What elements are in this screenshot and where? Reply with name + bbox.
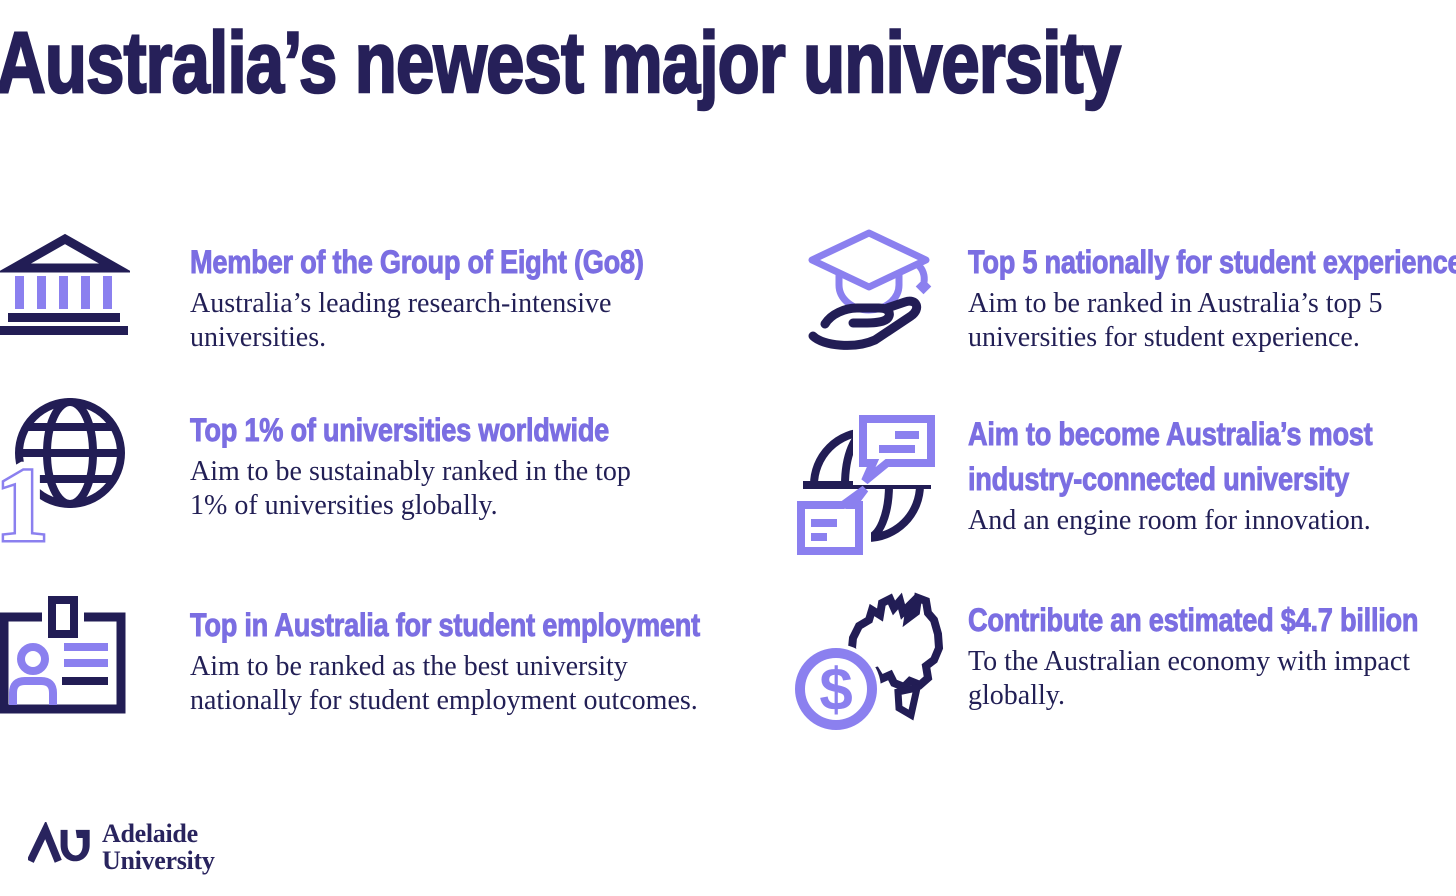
page-title: Australia’s newest major university: [0, 15, 1122, 112]
feature-industry-body: And an engine room for innovation.: [968, 505, 1371, 536]
svg-text:1: 1: [0, 446, 48, 545]
australia-map-dollar-icon: $: [791, 588, 945, 743]
svg-text:$: $: [819, 656, 852, 723]
feature-go8-heading: Member of the Group of Eight (Go8): [190, 244, 645, 281]
adelaide-university-logo-icon: [26, 820, 92, 873]
id-badge-icon: [0, 590, 128, 719]
adelaide-university-wordmark: Adelaide University: [102, 820, 215, 874]
feature-go8: Member of the Group of Eight (Go8) Austr…: [190, 240, 724, 355]
feature-employment-heading: Top in Australia for student employment: [190, 607, 701, 644]
feature-top1pc: Top 1% of universities worldwide Aim to …: [190, 408, 683, 523]
feature-economy-body: To the Australian economy with impact gl…: [968, 646, 1411, 711]
feature-experience-body: Aim to be ranked in Australia’s top 5 un…: [968, 288, 1383, 353]
globe-speech-bubbles-icon: [795, 405, 945, 565]
feature-experience-heading: Top 5 nationally for student experience: [968, 244, 1456, 281]
logo-line-1: Adelaide: [102, 819, 198, 848]
feature-top1pc-body: Aim to be sustainably ranked in the top …: [190, 456, 631, 521]
feature-economy-heading: Contribute an estimated $4.7 billion: [968, 602, 1419, 639]
feature-top1pc-heading: Top 1% of universities worldwide: [190, 412, 610, 449]
feature-industry-heading: Aim to become Australia’s most industry-…: [968, 416, 1374, 498]
feature-employment: Top in Australia for student employment …: [190, 603, 790, 718]
graduation-cap-hand-icon: [797, 228, 942, 361]
logo-line-2: University: [102, 846, 215, 875]
feature-go8-body: Australia’s leading research-intensive u…: [190, 288, 612, 353]
feature-employment-body: Aim to be ranked as the best university …: [190, 651, 698, 716]
feature-industry: Aim to become Australia’s most industry-…: [968, 412, 1444, 538]
feature-experience: Top 5 nationally for student experience …: [968, 240, 1456, 355]
bank-columns-icon: [0, 233, 134, 342]
feature-economy: Contribute an estimated $4.7 billion To …: [968, 598, 1456, 713]
globe-number-one-icon: 1 1: [0, 393, 135, 572]
